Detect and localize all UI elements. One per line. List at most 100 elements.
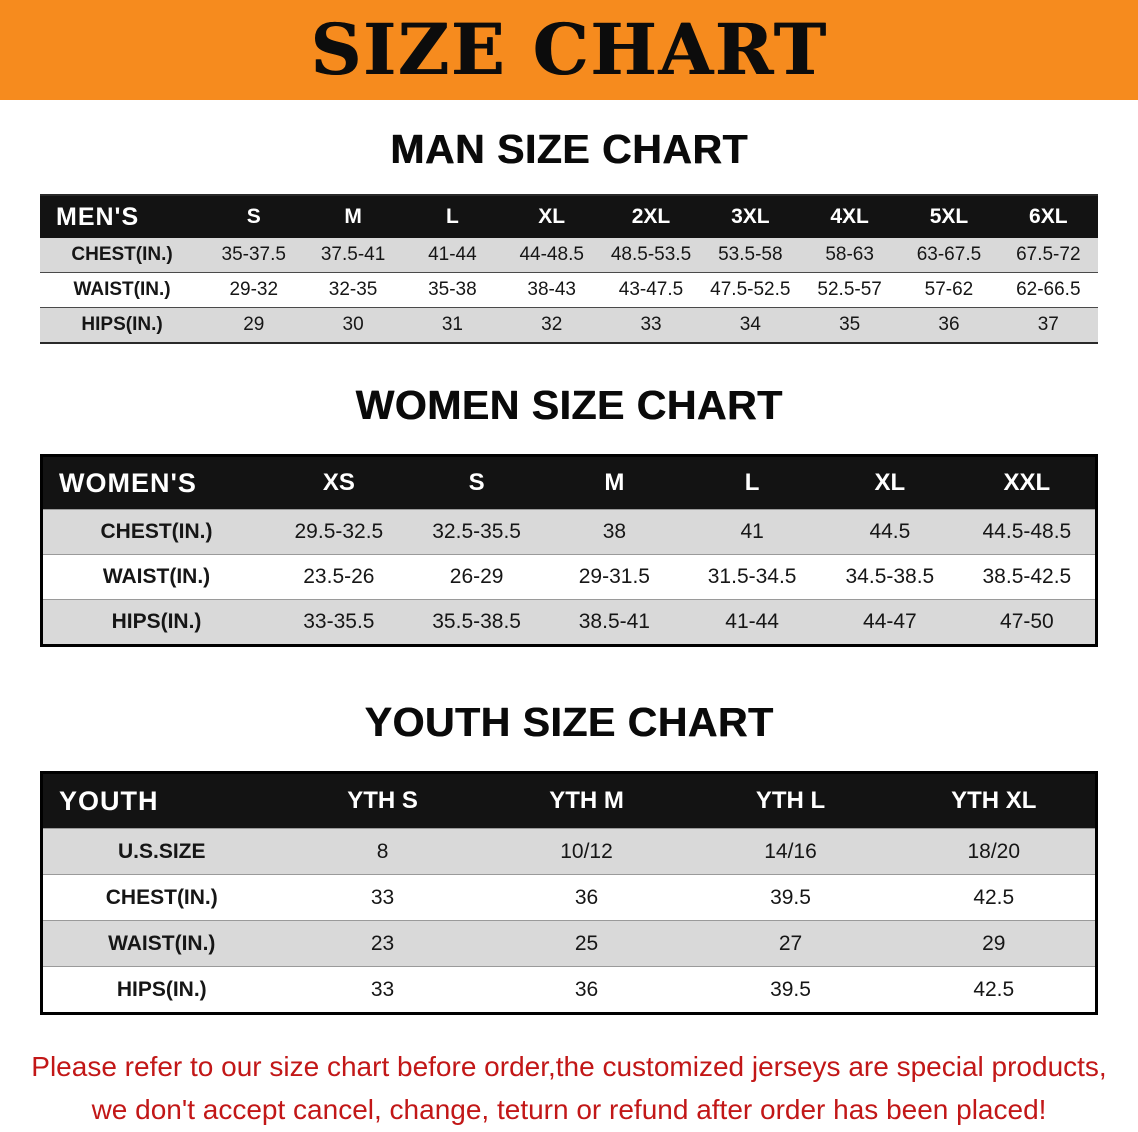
size-cell: 29-32 — [229, 279, 279, 300]
size-cell: 32 — [541, 314, 563, 335]
section-heading: WOMEN SIZE CHART — [355, 382, 783, 428]
footer-line-1: Please refer to our size chart before or… — [31, 1051, 1107, 1082]
size-cell: 48.5-53.5 — [610, 244, 692, 265]
size-table: MEN'S S M L XL 2XL 3XL 4XL 5XL 6XL CHEST(IN.) 35-37… — [40, 194, 1098, 344]
footer-note: Please refer to our size chart before or… — [14, 1045, 1124, 1132]
size-cell: 58-63 — [825, 244, 874, 265]
size-header-cell: XL — [502, 195, 602, 238]
size-cell: 29 — [243, 314, 265, 335]
row-label: U.S.SIZE — [118, 839, 206, 863]
header-row: YOUTH YTH S YTH M YTH L YTH XL — [41, 772, 1097, 829]
size-cell: 23.5-26 — [303, 565, 375, 588]
size-header-cell: 2XL — [601, 195, 701, 238]
size-cell: 35-37.5 — [221, 244, 286, 265]
section-heading: MAN SIZE CHART — [390, 126, 748, 172]
size-cell: 25 — [574, 931, 599, 955]
size-cell: 35-38 — [428, 279, 477, 300]
size-cell: 18/20 — [967, 839, 1021, 863]
size-header-cell: L — [402, 195, 503, 238]
size-cell: 23 — [370, 931, 395, 955]
size-cell: 42.5 — [973, 977, 1015, 1001]
section-heading: YOUTH SIZE CHART — [364, 699, 774, 745]
size-header-cell: YTH L — [688, 772, 893, 829]
size-cell: 14/16 — [764, 839, 817, 863]
size-cell: 41-44 — [725, 610, 779, 633]
size-cell: 10/12 — [560, 839, 613, 863]
banner-title: SIZE CHART — [310, 8, 828, 91]
size-cell: 33-35.5 — [303, 610, 375, 633]
size-cell: 30 — [342, 314, 364, 335]
row-label: WAIST(IN.) — [102, 565, 211, 588]
table-title-cell: YOUTH — [41, 772, 281, 829]
row-label: HIPS(IN.) — [81, 314, 163, 335]
size-cell: 42.5 — [973, 885, 1015, 909]
size-cell: 41-44 — [428, 244, 477, 265]
row-label: WAIST(IN.) — [73, 279, 171, 300]
size-cell: 43-47.5 — [618, 279, 684, 300]
size-cell: 39.5 — [770, 885, 811, 909]
row-label: WAIST(IN.) — [108, 931, 216, 955]
size-cell: 29.5-32.5 — [294, 520, 384, 543]
size-cell: 39.5 — [770, 977, 811, 1001]
size-cell: 38-43 — [527, 279, 576, 300]
size-header-cell: 3XL — [700, 195, 800, 238]
size-header-cell: YTH XL — [892, 772, 1097, 829]
table-row: CHEST(IN.) 33 36 39.5 42.5 — [41, 874, 1097, 921]
size-section: MAN SIZE CHART MEN'S S M L XL 2XL 3XL 4XL 5XL 6XL C… — [0, 126, 1138, 344]
footer-line-2: we don't accept cancel, change, teturn o… — [91, 1094, 1047, 1126]
size-cell: 47.5-52.5 — [710, 279, 791, 300]
size-header-cell: L — [683, 455, 821, 510]
size-cell: 44-47 — [863, 610, 917, 633]
table-row: HIPS(IN.) 33 36 39.5 42.5 — [41, 966, 1097, 1014]
size-cell: 38.5-41 — [578, 610, 650, 633]
size-cell: 63-67.5 — [916, 244, 982, 265]
size-cell: 27 — [778, 931, 803, 955]
size-cell: 38 — [602, 520, 627, 543]
size-cell: 33 — [640, 314, 662, 335]
size-cell: 32-35 — [328, 279, 378, 300]
table-row: HIPS(IN.) 33-35.5 35.5-38.5 38.5-41 41-44 44-… — [41, 599, 1097, 646]
table-row: CHEST(IN.) 35-37.5 37.5-41 41-44 44-48.5 48.5… — [40, 238, 1098, 273]
size-cell: 34.5-38.5 — [845, 565, 935, 588]
table-row: HIPS(IN.) 29 30 31 32 33 34 35 36 37 — [40, 307, 1098, 343]
row-label: HIPS(IN.) — [116, 977, 207, 1001]
size-cell: 35.5-38.5 — [432, 610, 521, 633]
table-row: CHEST(IN.) 29.5-32.5 32.5-35.5 38 41 44.5 44.5… — [41, 509, 1097, 555]
size-cell: 31 — [441, 314, 463, 335]
size-cell: 32.5-35.5 — [432, 520, 521, 543]
size-header-cell: M — [545, 455, 684, 510]
table-wrap: YOUTH YTH S YTH M YTH L YTH XL U.S.SIZE 8 10/12… — [40, 771, 1098, 1015]
size-cell: 26-29 — [449, 565, 504, 588]
size-cell: 41 — [740, 520, 764, 543]
size-cell: 53.5-58 — [718, 244, 783, 265]
size-cell: 35 — [839, 314, 861, 335]
header-row: MEN'S S M L XL 2XL 3XL 4XL 5XL 6XL — [40, 195, 1098, 238]
size-header-cell: M — [303, 195, 403, 238]
size-header-cell: S — [407, 455, 546, 510]
table-wrap: WOMEN'S XS S M L XL XXL CHEST(IN.) 29.5-32.5 32.5… — [40, 454, 1098, 647]
size-header-cell: YTH M — [484, 772, 689, 829]
size-section: WOMEN SIZE CHART WOMEN'S XS S M L XL XXL CHEST(I… — [0, 382, 1138, 647]
size-header-cell: XL — [821, 455, 959, 510]
size-cell: 44-48.5 — [519, 244, 584, 265]
size-header-cell: YTH S — [280, 772, 485, 829]
size-cell: 36 — [938, 314, 960, 335]
size-header-cell: 5XL — [899, 195, 999, 238]
size-header-cell: XXL — [958, 455, 1097, 510]
size-cell: 62-66.5 — [1016, 279, 1081, 300]
table-row: WAIST(IN.) 23.5-26 26-29 29-31.5 31.5-34.5 34… — [41, 554, 1097, 600]
size-cell: 38.5-42.5 — [982, 565, 1072, 588]
size-cell: 29 — [982, 931, 1006, 955]
size-cell: 33 — [370, 885, 395, 909]
size-cell: 36 — [574, 885, 599, 909]
size-cell: 34 — [739, 314, 761, 335]
row-label: HIPS(IN.) — [111, 610, 202, 633]
table-row: WAIST(IN.) 29-32 32-35 35-38 38-43 43-47.5 47.… — [40, 272, 1098, 308]
size-table: WOMEN'S XS S M L XL XXL CHEST(IN.) 29.5-32.5 32.5… — [40, 454, 1098, 647]
table-row: U.S.SIZE 8 10/12 14/16 18/20 — [41, 828, 1097, 875]
size-cell: 33 — [370, 977, 395, 1001]
row-label: CHEST(IN.) — [100, 520, 213, 543]
size-header-cell: XS — [270, 455, 408, 510]
banner: SIZE CHART — [0, 0, 1138, 100]
